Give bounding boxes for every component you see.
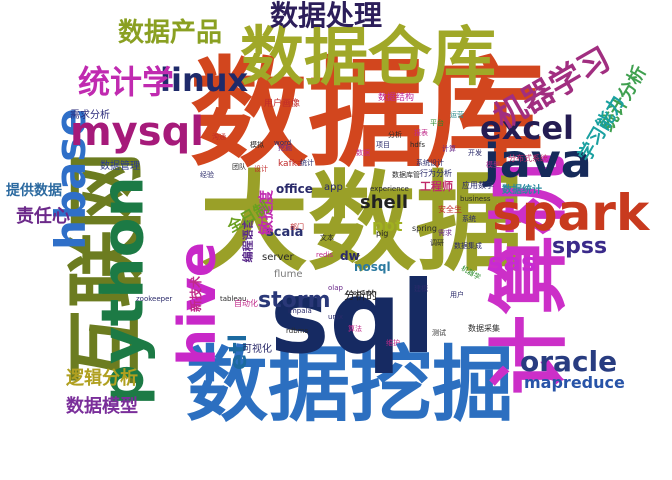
word: spss bbox=[552, 234, 608, 259]
word: 维护 bbox=[386, 339, 400, 347]
word: sql bbox=[270, 259, 436, 376]
word: 测试 bbox=[432, 329, 446, 337]
word: 部门 bbox=[290, 223, 304, 231]
word: oracle bbox=[520, 345, 618, 378]
word: nosql bbox=[354, 260, 391, 274]
word: 数据库管 bbox=[392, 171, 420, 179]
word: sas bbox=[488, 248, 537, 278]
word: 项目 bbox=[376, 141, 390, 149]
word: 大数据 bbox=[200, 161, 525, 286]
word: 应用数学 bbox=[462, 181, 494, 190]
word: 数据管理 bbox=[100, 161, 140, 172]
word: 数据结构 bbox=[378, 93, 415, 103]
word: 系统设计 bbox=[416, 159, 444, 167]
word: 数据集成 bbox=[454, 242, 482, 250]
word: kafka bbox=[278, 159, 303, 169]
word: spark bbox=[492, 184, 650, 242]
word: 分析的 bbox=[344, 289, 377, 302]
word: 学习能力 bbox=[574, 92, 629, 166]
word: 用户画像 bbox=[264, 99, 301, 109]
word: unix bbox=[328, 313, 343, 321]
word: 分布式系统 bbox=[508, 154, 548, 163]
word: linux bbox=[160, 61, 249, 99]
word: 数据产品 bbox=[118, 18, 223, 48]
word: 调研 bbox=[430, 239, 444, 247]
word: 用户 bbox=[450, 291, 464, 299]
word: 数据挖掘 bbox=[186, 338, 515, 433]
word: storm bbox=[258, 288, 331, 313]
word: 沟通 bbox=[212, 133, 226, 141]
word: 统计学 bbox=[78, 63, 175, 101]
word: 文本 bbox=[320, 234, 334, 242]
word: 数据 bbox=[356, 149, 370, 157]
word: shell bbox=[360, 192, 409, 213]
word: 开发 bbox=[468, 149, 482, 157]
word: 报表 bbox=[414, 129, 428, 137]
word: 逻辑分析 bbox=[66, 368, 138, 389]
word: 安全生 bbox=[438, 205, 462, 214]
word: 设计 bbox=[254, 165, 268, 173]
word: 模型 bbox=[486, 161, 500, 169]
word: 新技术 bbox=[189, 275, 204, 313]
word: research bbox=[346, 289, 377, 297]
word: rdbms bbox=[286, 327, 309, 335]
word: impala bbox=[288, 307, 312, 315]
word: 需求分析 bbox=[70, 110, 110, 121]
word: 数据仓库 bbox=[240, 21, 496, 95]
word: java bbox=[484, 134, 592, 188]
word: 行为分析 bbox=[420, 169, 452, 178]
word: scala bbox=[266, 225, 304, 240]
word: 分析 bbox=[388, 131, 402, 139]
word: 数据库 bbox=[190, 45, 545, 183]
word: word bbox=[274, 139, 292, 147]
word: 需求 bbox=[438, 229, 452, 237]
word: business bbox=[460, 195, 491, 203]
word: 数据模型 bbox=[66, 396, 138, 417]
word: 算法 bbox=[348, 325, 362, 333]
word: 责任心 bbox=[16, 206, 70, 227]
word: flume bbox=[274, 269, 303, 280]
word: hdfs bbox=[410, 141, 425, 149]
word: 计算 bbox=[442, 145, 456, 153]
word: excel bbox=[480, 109, 574, 147]
word: 统计 bbox=[300, 159, 314, 167]
word: 自动化 bbox=[234, 299, 258, 308]
word: 数据采集 bbox=[468, 324, 500, 333]
word: 平台 bbox=[430, 119, 444, 127]
word: 经验 bbox=[200, 171, 214, 179]
word: spring bbox=[412, 224, 437, 233]
word: 系统 bbox=[462, 215, 476, 223]
word: dw bbox=[340, 249, 360, 263]
word: redis bbox=[316, 251, 334, 259]
word: office bbox=[276, 182, 313, 196]
word: 挖掘 bbox=[278, 144, 292, 152]
word: 数据处理 bbox=[270, 0, 383, 32]
word: 运营 bbox=[450, 111, 464, 119]
word: 建模 bbox=[414, 285, 428, 293]
word: tableau bbox=[220, 295, 247, 303]
word: 工程师 bbox=[420, 180, 453, 193]
word: zookeeper bbox=[136, 295, 173, 303]
word: 提供数据 bbox=[6, 183, 62, 199]
word: app bbox=[324, 182, 343, 193]
word: experience bbox=[370, 185, 409, 193]
word: mapreduce bbox=[524, 373, 625, 392]
word: 团队 bbox=[232, 163, 246, 171]
word: 模拟 bbox=[250, 141, 264, 149]
word: mysql bbox=[70, 109, 204, 155]
word: olap bbox=[328, 284, 343, 292]
word: ppt bbox=[372, 216, 403, 235]
word: pig bbox=[376, 229, 389, 238]
word: 可视化 bbox=[242, 344, 272, 355]
word: server bbox=[262, 252, 294, 263]
word: 数据统计 bbox=[502, 185, 542, 196]
